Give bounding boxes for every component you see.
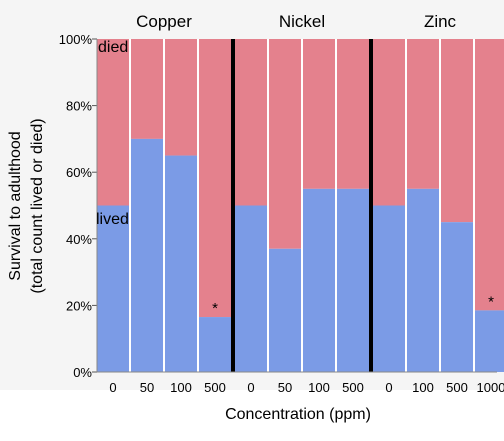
bar-died-nickel-500	[337, 39, 369, 189]
bar-lived-copper-50	[131, 138, 163, 372]
y-axis-title-line1: Survival to adulthood	[7, 131, 24, 280]
x-tick-label: 0	[109, 380, 116, 395]
bar-died-nickel-0	[235, 39, 267, 206]
y-tick-label: 40%	[66, 232, 92, 247]
bar-lived-zinc-1000	[475, 310, 504, 372]
bar-lived-nickel-0	[235, 205, 267, 372]
x-tick-label: 500	[446, 380, 468, 395]
bar-lived-zinc-500	[441, 222, 473, 372]
y-axis: 0% 20% 40% 60% 80% 100%	[59, 32, 497, 380]
x-tick-label: 100	[170, 380, 192, 395]
y-tick-label: 60%	[66, 165, 92, 180]
significance-asterisk: *	[488, 293, 494, 310]
x-tick-label: 100	[412, 380, 434, 395]
y-tick-label: 80%	[66, 99, 92, 114]
x-tick-label: 50	[278, 380, 292, 395]
panel-title-copper: Copper	[136, 12, 192, 31]
bar-died-zinc-1000	[475, 39, 504, 311]
x-tick-label: 0	[385, 380, 392, 395]
bar-lived-nickel-50	[269, 248, 301, 372]
panel-divider	[231, 39, 235, 372]
y-tick-label: 0%	[73, 365, 92, 380]
panel-divider	[369, 39, 373, 372]
bar-lived-copper-0	[97, 205, 129, 372]
panel-title-nickel: Nickel	[279, 12, 325, 31]
bar-died-copper-100	[165, 39, 197, 156]
y-axis-title-line2: (total count lived or died)	[29, 118, 46, 293]
y-tick-label: 100%	[59, 32, 93, 47]
bar-died-copper-500	[199, 39, 231, 318]
significance-asterisk: *	[212, 300, 218, 317]
bar-died-zinc-0	[373, 39, 405, 206]
bar-died-nickel-50	[269, 39, 301, 249]
bar-lived-copper-500	[199, 317, 231, 372]
x-tick-label: 500	[342, 380, 364, 395]
x-tick-label: 1000	[477, 380, 504, 395]
bars-layer: * *	[97, 39, 504, 372]
panel-dividers	[231, 39, 373, 372]
died-annotation: died	[98, 39, 128, 56]
panel-titles: Copper Nickel Zinc	[136, 12, 456, 31]
bar-lived-nickel-100	[303, 188, 335, 372]
bar-died-copper-50	[131, 39, 163, 139]
x-tick-label: 0	[247, 380, 254, 395]
bar-lived-zinc-100	[407, 188, 439, 372]
x-axis-title: Concentration (ppm)	[225, 406, 371, 423]
bar-died-zinc-500	[441, 39, 473, 223]
panel-title-zinc: Zinc	[424, 12, 457, 31]
bar-lived-copper-100	[165, 155, 197, 372]
x-tick-label: 50	[140, 380, 154, 395]
x-tick-label: 500	[204, 380, 226, 395]
bar-lived-zinc-0	[373, 205, 405, 372]
x-tick-labels: 0 50 100 500 0 50 100 500 0 100 500 1000	[109, 380, 504, 395]
bar-died-nickel-100	[303, 39, 335, 189]
bar-died-copper-0	[97, 39, 129, 206]
x-tick-label: 100	[308, 380, 330, 395]
lived-annotation: lived	[96, 211, 129, 228]
bar-lived-nickel-500	[337, 188, 369, 372]
y-tick-label: 20%	[66, 298, 92, 313]
bar-died-zinc-100	[407, 39, 439, 189]
